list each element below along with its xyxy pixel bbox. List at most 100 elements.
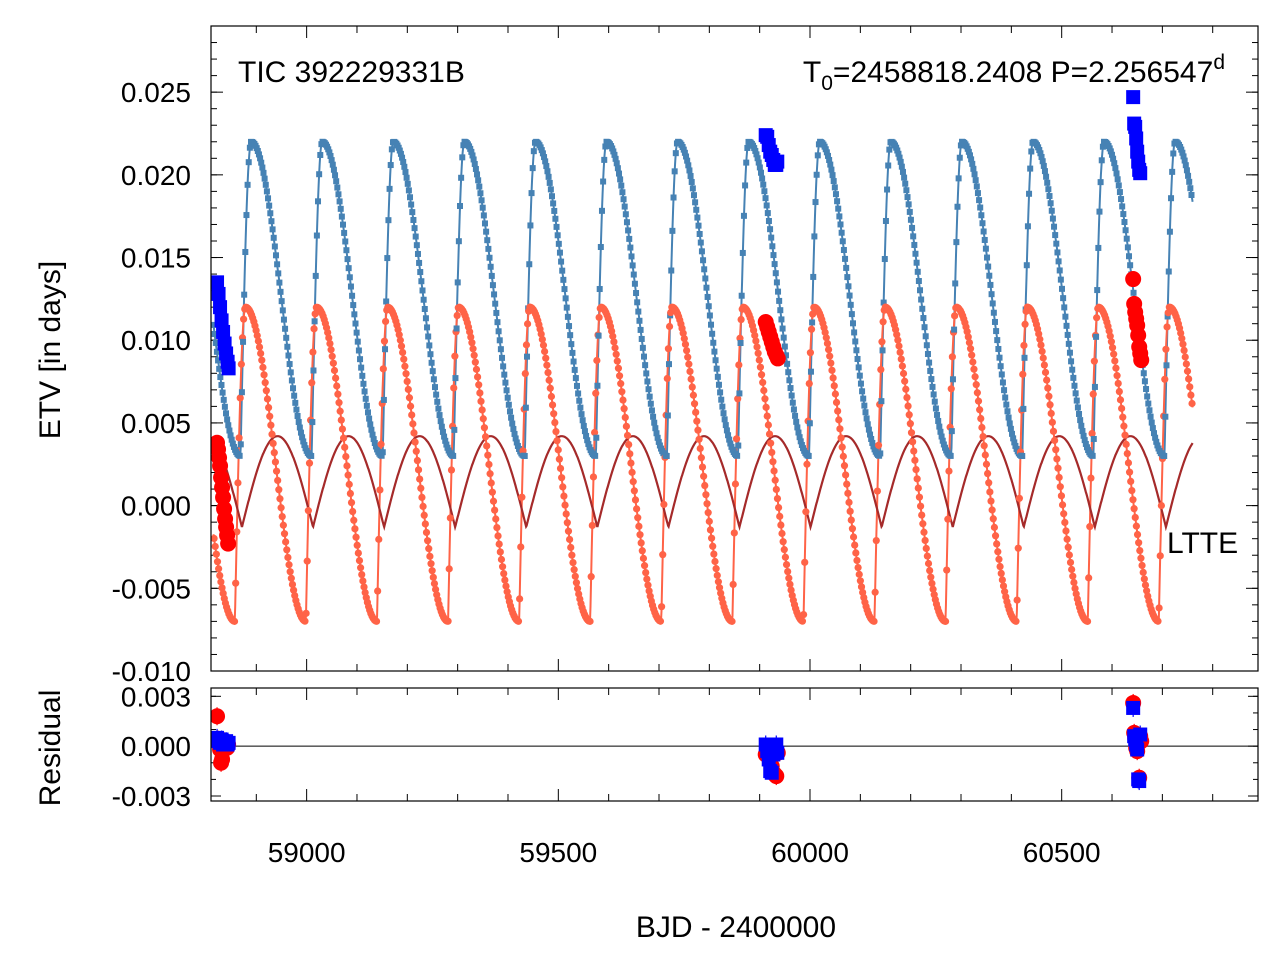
secondary-model-point (1186, 383, 1194, 391)
secondary-model-point (1020, 341, 1028, 350)
secondary-model-point (305, 459, 314, 467)
primary-model-point (584, 437, 591, 444)
secondary-model-point (339, 434, 348, 442)
secondary-model-point (215, 565, 223, 573)
secondary-model-point (230, 617, 239, 625)
primary-model-point (754, 155, 761, 162)
primary-model-point (625, 227, 632, 234)
secondary-model-point (546, 384, 554, 392)
secondary-model-point (644, 581, 652, 589)
primary-model-point (623, 219, 630, 226)
primary-model-point (558, 258, 565, 265)
primary-model-point (1178, 146, 1185, 153)
secondary-model-point (857, 583, 866, 591)
primary-model-point (683, 153, 690, 160)
primary-model-point (937, 428, 944, 435)
secondary-model-point (852, 549, 860, 557)
primary-model-point (897, 158, 904, 165)
primary-model-point (441, 433, 448, 440)
secondary-model-point (357, 564, 365, 572)
primary-model-point (654, 434, 661, 441)
secondary-model-point (267, 421, 275, 429)
secondary-model-point (974, 397, 983, 405)
primary-model-point (541, 154, 548, 161)
primary-model-point (714, 373, 721, 380)
target-label: TIC 392229331B (238, 56, 465, 89)
primary-model-point (936, 423, 943, 430)
secondary-model-point (310, 325, 318, 333)
secondary-model-point (500, 569, 508, 578)
secondary-model-point (1116, 396, 1125, 404)
secondary-model-point (753, 343, 761, 351)
secondary-model-point (996, 562, 1004, 571)
primary-model-point (553, 223, 560, 230)
primary-model-point (471, 160, 478, 167)
secondary-model-point (969, 358, 977, 366)
primary-model-point (1123, 235, 1130, 242)
primary-model-point (500, 363, 507, 370)
primary-model-point (1046, 193, 1053, 200)
secondary-model-point (476, 389, 484, 397)
secondary-model-point (682, 346, 691, 355)
secondary-model-point (873, 487, 882, 495)
residual-axes: 59000 59500 60000 60500 -0.003 0.000 0.003 (112, 681, 1258, 868)
secondary-model-point (834, 407, 842, 415)
secondary-model-point (567, 543, 575, 552)
secondary-model-point (539, 341, 548, 349)
secondary-model-point (481, 433, 490, 441)
primary-model-point (400, 158, 407, 165)
primary-model-point (580, 422, 587, 429)
primary-model-point (593, 434, 600, 441)
secondary-model-point (334, 390, 342, 398)
primary-model-point (610, 148, 617, 155)
secondary-model-point (630, 487, 638, 495)
primary-model-point (656, 442, 663, 449)
primary-model-point (633, 290, 640, 297)
primary-model-point (1076, 410, 1083, 417)
secondary-model-point (1127, 477, 1135, 486)
secondary-model-point (240, 315, 248, 323)
primary-model-point (419, 287, 426, 294)
primary-model-point (1041, 168, 1048, 175)
secondary-model-point (692, 408, 700, 416)
primary-model-point (969, 160, 976, 167)
primary-model-point (402, 169, 409, 176)
primary-model-point (481, 220, 488, 227)
primary-model-point (223, 410, 230, 417)
secondary-model-point (680, 334, 688, 343)
main-axes: -0.010 -0.005 0.000 0.005 0.010 0.015 0.020 0.0… (112, 26, 1258, 687)
primary-model-point (938, 433, 945, 440)
primary-model-point (409, 209, 416, 216)
secondary-model-point (809, 310, 817, 318)
secondary-model-point (1019, 370, 1027, 378)
secondary-model-point (696, 444, 704, 453)
primary-model-point (508, 414, 515, 421)
primary-model-point (360, 380, 367, 387)
secondary-model-point (284, 553, 292, 562)
secondary-model-point (276, 495, 284, 503)
residual-plot-area (211, 693, 1258, 791)
secondary-model-point (807, 325, 816, 333)
primary-model-point (317, 151, 324, 158)
primary-model-point (763, 202, 770, 209)
secondary-model-point (329, 359, 337, 367)
secondary-model-point (216, 571, 224, 580)
primary-model-point (1064, 331, 1071, 338)
primary-model-point (909, 224, 916, 231)
secondary-model-point (560, 492, 568, 500)
primary-model-point (297, 429, 304, 436)
primary-model-point (846, 292, 853, 299)
secondary-model-point (1187, 391, 1195, 399)
secondary-model-point (430, 579, 439, 588)
primary-model-point (362, 395, 369, 402)
primary-model-point (880, 299, 887, 306)
primary-model-point (1068, 358, 1075, 365)
secondary-model-point (757, 371, 766, 379)
primary-model-point (242, 249, 249, 256)
secondary-model-point (706, 526, 715, 534)
primary-model-point (1027, 165, 1034, 172)
secondary-model-point (254, 337, 262, 345)
secondary-model-point (1089, 390, 1097, 398)
primary-model-point (903, 187, 910, 194)
secondary-model-point (1119, 413, 1127, 421)
